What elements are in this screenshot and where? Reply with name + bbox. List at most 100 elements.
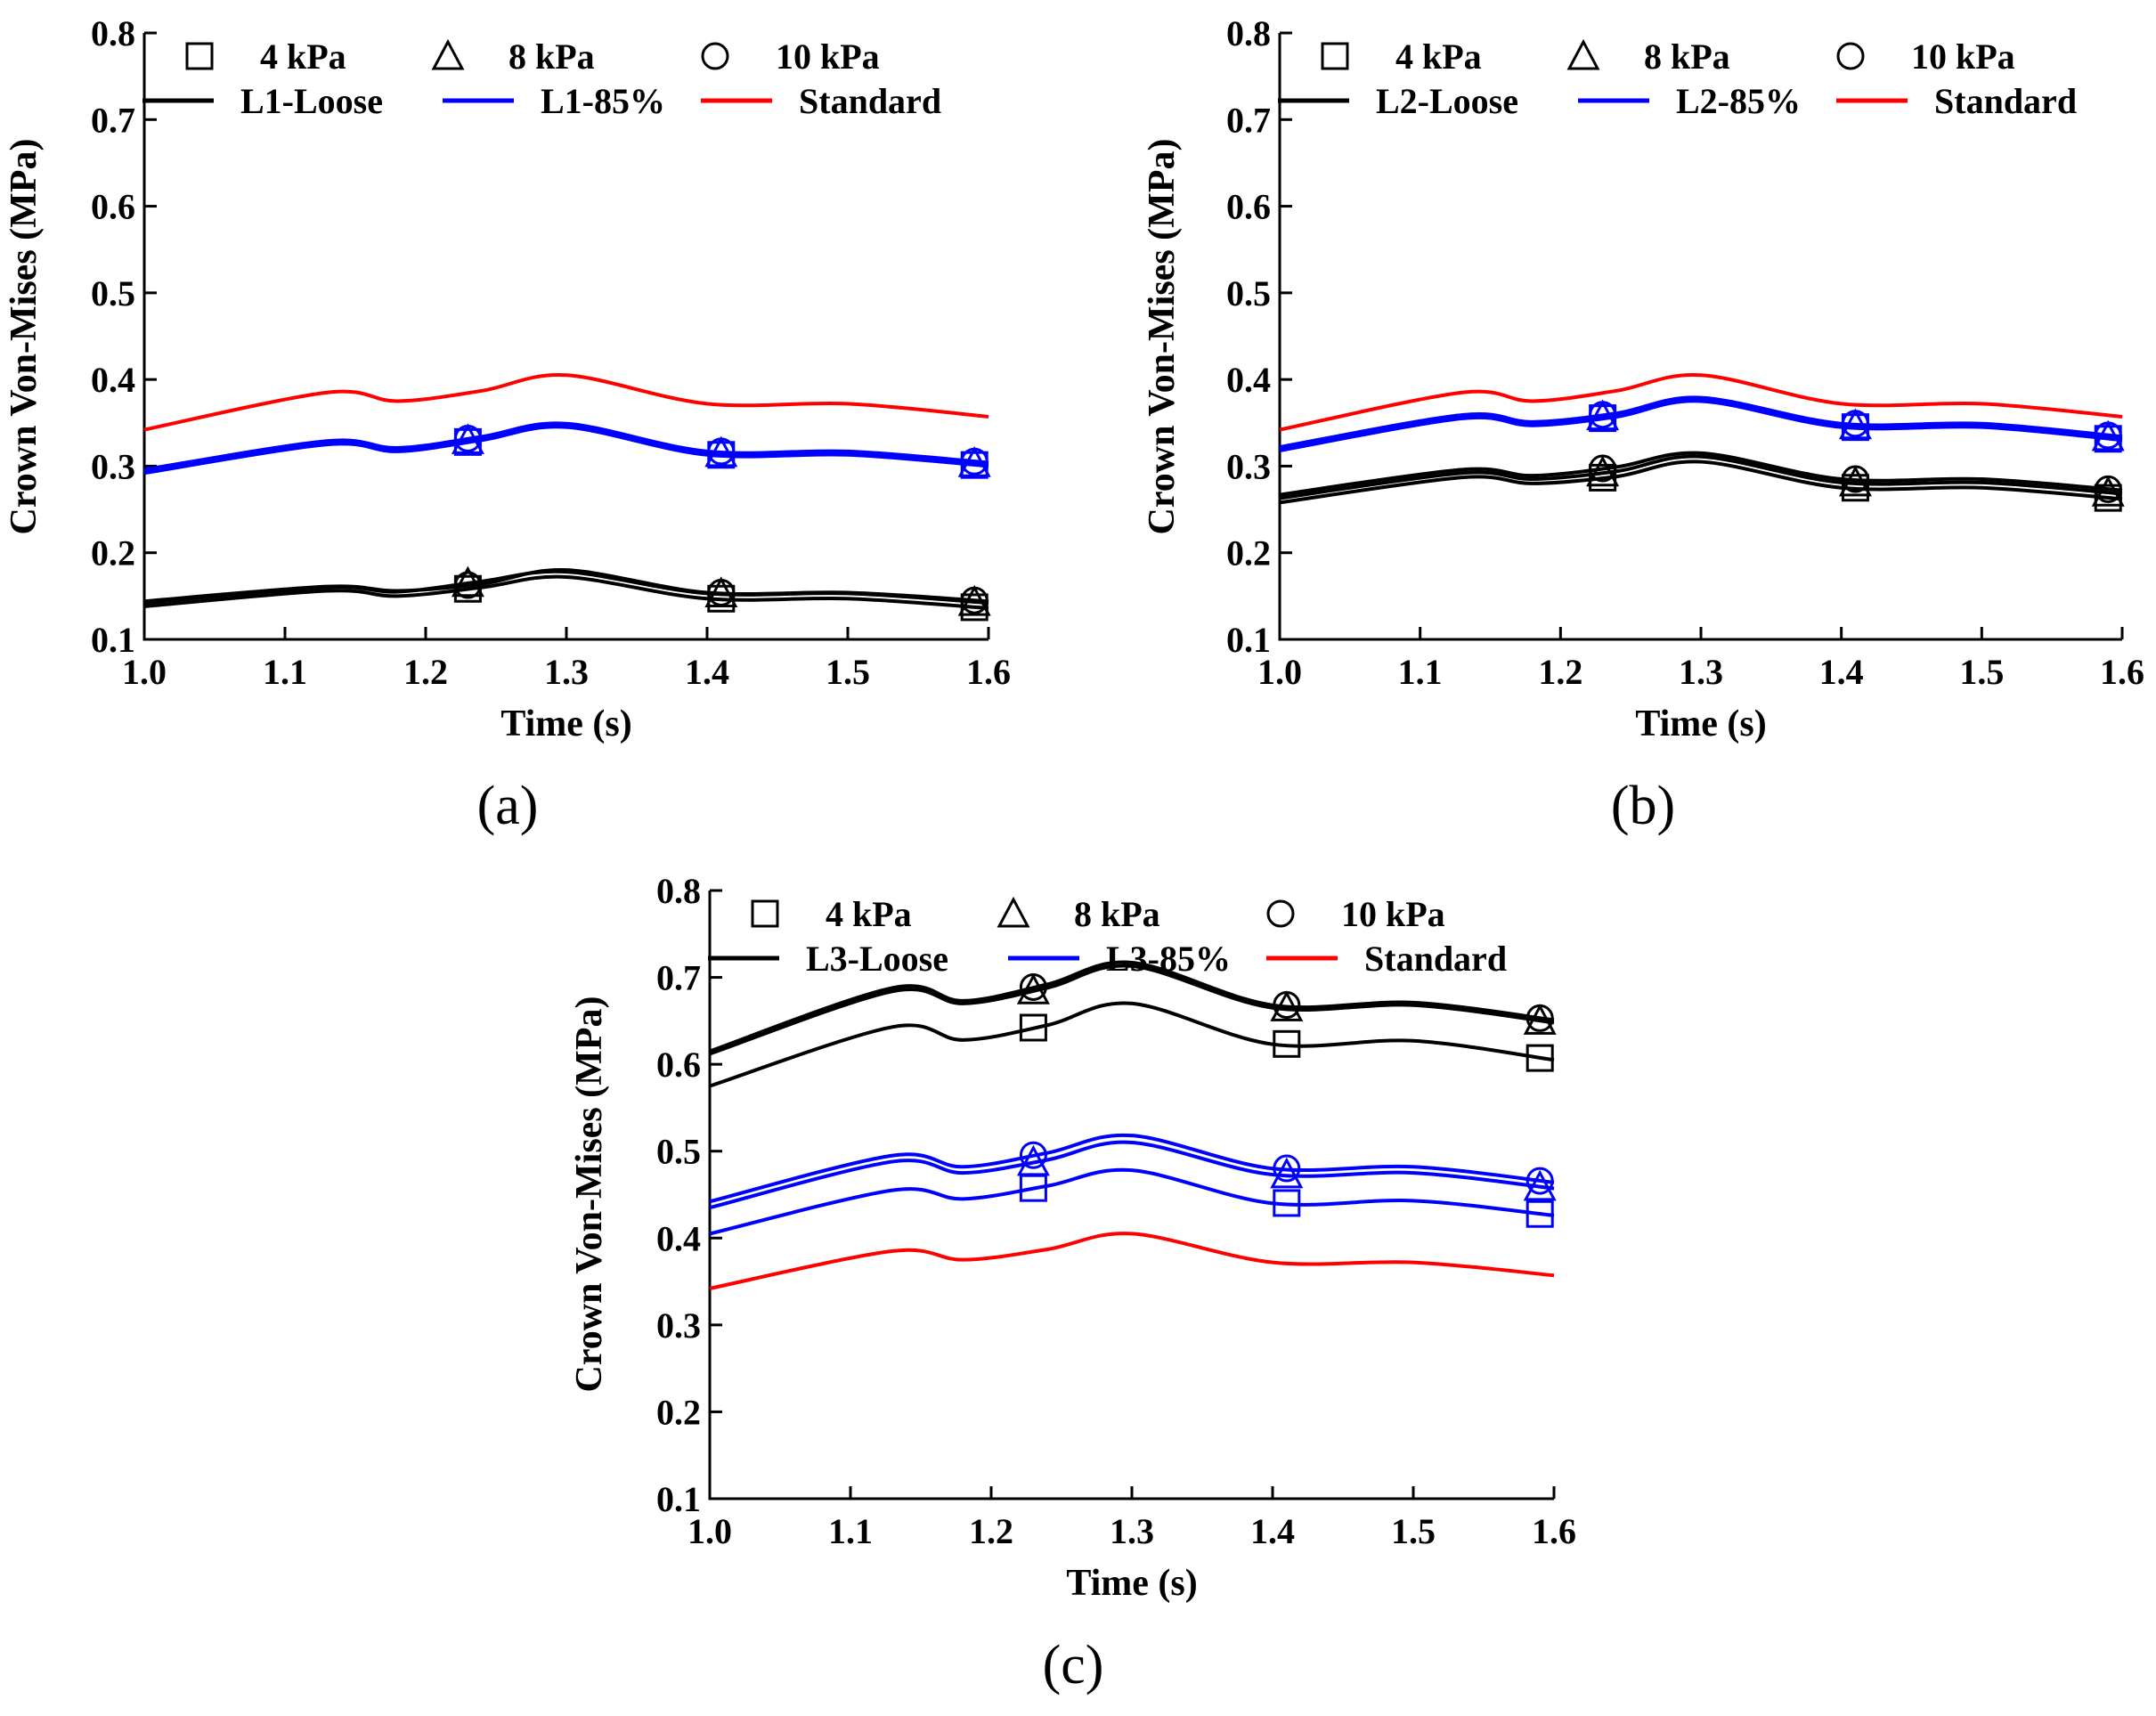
- legend-label-standard: Standard: [1934, 81, 2077, 121]
- y-tick-label: 0.6: [656, 1045, 701, 1085]
- data-point-circle: [2094, 421, 2122, 450]
- y-axis-label: Crown Von-Mises (MPa): [4, 139, 45, 535]
- legend-label-8-kpa: 8 kPa: [1074, 894, 1160, 934]
- y-tick-label: 0.8: [91, 13, 135, 53]
- legend-square-icon: [751, 899, 779, 928]
- data-point-circle: [960, 447, 989, 476]
- x-axis-label: Time (s): [1635, 703, 1766, 744]
- y-tick-label: 0.4: [656, 1218, 701, 1258]
- data-point-circle: [1273, 991, 1301, 1020]
- legend-label-l2-loose: L2-Loose: [1376, 81, 1518, 121]
- y-tick-label: 0.2: [656, 1392, 701, 1432]
- legend-label-standard: Standard: [799, 81, 941, 121]
- legend-circle-icon: [1266, 899, 1295, 928]
- y-tick-label: 0.3: [1226, 446, 1271, 486]
- data-point-square: [1019, 1013, 1047, 1042]
- legend-circle-icon: [1836, 42, 1865, 70]
- x-tick-label: 1.6: [1532, 1511, 1576, 1551]
- legend-label-4-kpa: 4 kPa: [1395, 37, 1482, 77]
- x-tick-label: 1.5: [826, 652, 870, 692]
- y-tick-label: 0.5: [1226, 273, 1271, 313]
- y-tick-label: 0.6: [91, 187, 135, 227]
- x-tick-label: 1.1: [263, 652, 307, 692]
- data-point-square: [960, 593, 989, 622]
- panel-label: (c): [1043, 1635, 1104, 1696]
- legend-triangle-icon: [997, 896, 1030, 928]
- legend-label-10-kpa: 10 kPa: [776, 37, 880, 77]
- series-line-l2-85-10-kpa: [1279, 395, 2123, 449]
- legend-label-4-kpa: 4 kPa: [260, 37, 346, 77]
- series-line-standard: [1279, 373, 2123, 432]
- x-tick-label: 1.1: [1398, 652, 1443, 692]
- data-point-square: [1589, 463, 1617, 492]
- y-tick-label: 0.4: [91, 360, 135, 400]
- data-point-triangle: [1586, 455, 1620, 487]
- data-point-circle: [1841, 465, 1869, 493]
- x-tick-label: 1.6: [2100, 652, 2144, 692]
- legend-label-l1-85-: L1-85%: [541, 81, 665, 121]
- y-tick-label: 0.2: [1226, 533, 1271, 573]
- data-point-triangle: [1838, 408, 1872, 440]
- x-tick-label: 1.4: [1250, 1511, 1295, 1551]
- series-line-l1-loose-4-kpa: [143, 574, 989, 610]
- data-point-circle: [453, 571, 482, 599]
- x-tick-label: 1.3: [544, 652, 589, 692]
- y-tick-label: 0.3: [656, 1305, 701, 1346]
- chart-panel-c: 0.1 0.2 0.3 0.4 0.5 0.6 0.7 0.8 1.0 1.1 1.2 1.3 1.4 1…: [569, 871, 1576, 1696]
- data-point-triangle: [451, 423, 484, 454]
- series-line-l3-85-10-kpa: [709, 1133, 1555, 1204]
- legend-label-8-kpa: 8 kPa: [1644, 37, 1730, 77]
- data-point-circle: [960, 586, 989, 614]
- panel-label: (b): [1611, 776, 1675, 836]
- y-tick-label: 0.7: [1226, 100, 1271, 140]
- series-line-l2-loose-10-kpa: [1279, 451, 2123, 497]
- data-point-circle: [1841, 410, 1869, 438]
- legend-label-l3-85-: L3-85%: [1106, 939, 1231, 979]
- legend-circle-icon: [701, 42, 729, 70]
- x-tick-label: 1.0: [1257, 652, 1302, 692]
- x-tick-label: 1.0: [687, 1511, 732, 1551]
- data-point-circle: [707, 437, 736, 466]
- x-tick-label: 1.1: [828, 1511, 873, 1551]
- series-line-standard: [143, 373, 989, 432]
- legend-label-l1-loose: L1-Loose: [240, 81, 383, 121]
- x-tick-label: 1.3: [1110, 1511, 1154, 1551]
- x-tick-label: 1.2: [403, 652, 448, 692]
- data-point-circle: [1273, 1154, 1301, 1183]
- data-point-circle: [1525, 1004, 1554, 1032]
- data-point-triangle: [1270, 1157, 1304, 1189]
- legend-triangle-icon: [1566, 38, 1600, 70]
- y-tick-label: 0.5: [91, 273, 135, 313]
- data-point-circle: [453, 424, 482, 452]
- y-tick-label: 0.2: [91, 533, 135, 573]
- data-point-square: [1525, 1200, 1554, 1228]
- data-point-square: [1273, 1189, 1301, 1217]
- x-tick-label: 1.4: [685, 652, 729, 692]
- data-point-triangle: [2091, 476, 2125, 507]
- x-tick-label: 1.6: [966, 652, 1011, 692]
- y-tick-label: 0.4: [1226, 360, 1271, 400]
- legend-label-l2-85-: L2-85%: [1676, 81, 1801, 121]
- legend: 4 kPa 8 kPa 10 kPa L2-Loose L2-85% Standard: [1278, 37, 2077, 121]
- chart-panel-a: 0.1 0.2 0.3 0.4 0.5 0.6 0.7 0.8 1.0 1.1 1.2 1.3 1.4 1…: [4, 13, 1011, 836]
- y-tick-label: 0.8: [656, 871, 701, 911]
- legend-triangle-icon: [431, 38, 465, 70]
- series-line-l2-loose-4-kpa: [1279, 459, 2123, 505]
- x-axis-label: Time (s): [1066, 1563, 1197, 1604]
- y-tick-label: 0.5: [656, 1132, 701, 1172]
- series-line-standard: [709, 1232, 1555, 1290]
- series-line-l3-loose-8-kpa: [709, 964, 1555, 1056]
- legend-label-4-kpa: 4 kPa: [826, 894, 912, 934]
- axes-frame: [1278, 33, 2122, 641]
- data-point-triangle: [1523, 1169, 1557, 1201]
- legend-label-10-kpa: 10 kPa: [1341, 894, 1445, 934]
- data-point-circle: [1019, 972, 1047, 1001]
- y-axis-label: Crown Von-Mises (MPa): [569, 996, 610, 1393]
- data-point-triangle: [1016, 973, 1050, 1004]
- series-line-l2-loose-8-kpa: [1279, 454, 2123, 500]
- legend: 4 kPa 8 kPa 10 kPa L3-Loose L3-85% Standard: [708, 894, 1507, 979]
- series-line-l3-85-4-kpa: [709, 1167, 1555, 1236]
- data-point-triangle: [2091, 419, 2125, 451]
- axes-frame: [142, 33, 989, 641]
